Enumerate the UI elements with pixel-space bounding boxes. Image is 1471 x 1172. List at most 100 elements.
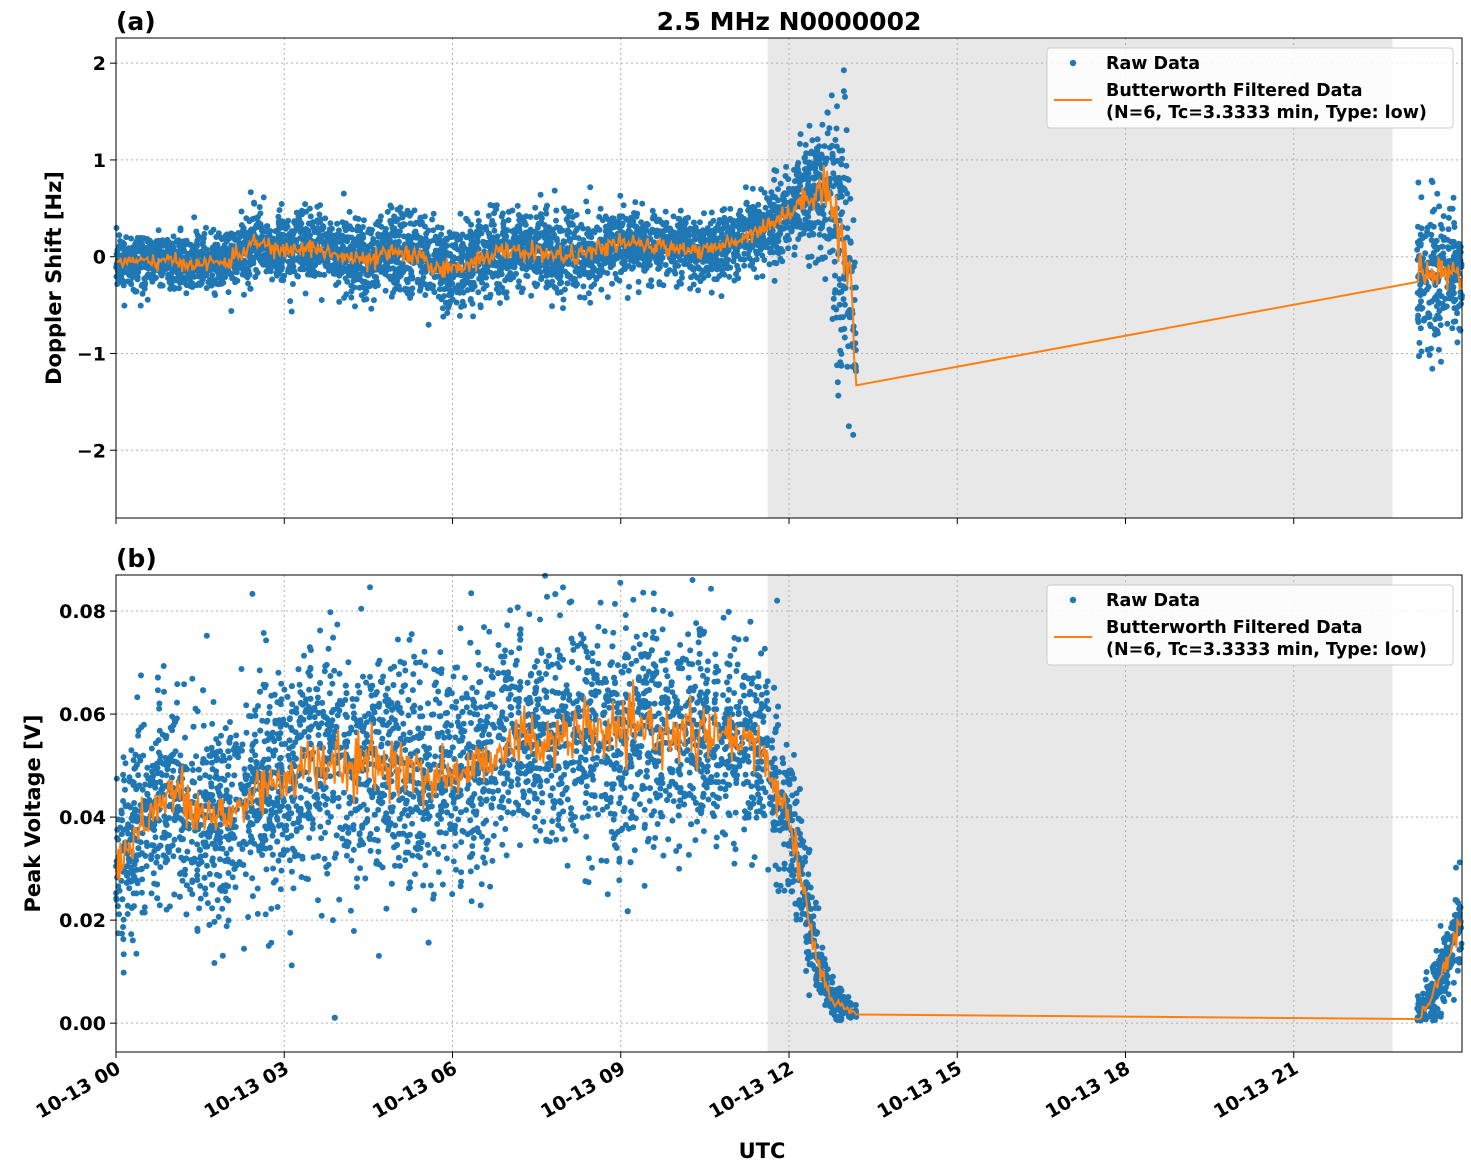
raw-data-point [707, 220, 714, 227]
raw-data-point [475, 217, 482, 224]
panel-label: (a) [116, 7, 156, 36]
raw-data-point [509, 262, 516, 269]
raw-data-point [128, 235, 135, 242]
raw-data-point [785, 224, 792, 231]
raw-data-point [734, 252, 741, 259]
raw-data-point [438, 244, 445, 251]
raw-data-point [120, 282, 127, 289]
raw-data-point [790, 218, 797, 225]
raw-data-point [759, 252, 766, 259]
raw-data-point [845, 423, 852, 430]
raw-data-point [609, 280, 616, 287]
raw-data-point [657, 231, 663, 238]
raw-data-point [834, 157, 841, 164]
raw-data-point [476, 224, 483, 231]
raw-data-point [137, 302, 144, 309]
raw-data-point [1442, 295, 1449, 302]
raw-data-point [157, 281, 164, 288]
raw-data-point [141, 285, 148, 292]
raw-data-point [721, 214, 728, 221]
raw-data-point [123, 269, 130, 276]
raw-data-point [334, 220, 341, 227]
raw-data-point [817, 244, 824, 251]
raw-data-point [826, 144, 833, 151]
raw-data-point [513, 251, 520, 258]
raw-data-point [264, 229, 271, 236]
raw-data-point [333, 282, 339, 288]
raw-data-point [537, 269, 544, 276]
y-tick-label: 0.00 [59, 1013, 106, 1035]
raw-data-point [194, 232, 201, 239]
raw-data-point [473, 233, 480, 240]
raw-data-point [352, 303, 358, 310]
raw-data-point [453, 299, 460, 306]
raw-data-point [564, 227, 571, 234]
raw-data-point [278, 261, 285, 268]
raw-data-point [495, 289, 502, 296]
raw-data-point [435, 293, 442, 300]
y-tick-label: 0.02 [59, 910, 106, 932]
raw-data-point [838, 161, 845, 168]
raw-data-point [329, 680, 336, 687]
raw-data-point [199, 273, 206, 280]
raw-data-point [811, 175, 818, 182]
legend-raw-marker [1069, 59, 1077, 67]
raw-data-point [302, 290, 309, 297]
raw-data-point [287, 298, 294, 305]
raw-data-point [516, 278, 522, 285]
raw-data-point [830, 295, 837, 302]
raw-data-point [1436, 203, 1443, 210]
raw-data-point [409, 275, 416, 282]
raw-data-point [228, 308, 235, 314]
raw-data-point [694, 274, 701, 281]
raw-data-point [1454, 310, 1461, 317]
raw-data-point [730, 217, 737, 224]
raw-data-point [354, 236, 361, 243]
raw-data-point [840, 67, 847, 74]
raw-data-point [217, 249, 224, 256]
raw-data-point [803, 221, 810, 228]
raw-data-point [263, 260, 270, 267]
raw-data-point [675, 215, 682, 222]
raw-data-point [366, 243, 373, 249]
raw-data-point [840, 296, 847, 303]
raw-data-point [762, 683, 769, 690]
raw-data-point [464, 217, 471, 224]
raw-data-point [791, 244, 798, 251]
raw-data-point [497, 300, 503, 306]
raw-data-point [273, 272, 280, 279]
raw-data-point [723, 260, 730, 267]
raw-data-point [332, 270, 338, 277]
chart-title: 2.5 MHz N0000002 [657, 7, 922, 36]
raw-data-point [612, 270, 619, 277]
raw-data-point [830, 170, 837, 177]
raw-data-point [1419, 288, 1426, 295]
raw-data-point [321, 271, 328, 278]
raw-data-point [340, 190, 347, 197]
raw-data-point [425, 321, 432, 328]
raw-data-point [753, 256, 760, 263]
raw-data-point [777, 255, 784, 262]
raw-data-point [809, 137, 816, 144]
raw-data-point [762, 204, 769, 211]
raw-data-point [715, 259, 722, 266]
raw-data-point [742, 184, 749, 191]
raw-data-point [444, 250, 451, 257]
raw-data-point [438, 231, 445, 238]
raw-data-point [128, 281, 135, 288]
raw-data-point [121, 248, 128, 255]
raw-data-point [734, 231, 741, 238]
raw-data-point [384, 261, 391, 268]
raw-data-point [233, 269, 240, 276]
raw-data-point [1444, 244, 1451, 251]
raw-data-point [806, 163, 813, 170]
raw-data-point [663, 271, 670, 277]
raw-data-point [843, 127, 850, 134]
raw-data-point [1429, 179, 1436, 186]
raw-data-point [363, 296, 370, 303]
raw-data-point [426, 283, 433, 290]
raw-data-point [133, 288, 140, 295]
raw-data-point [594, 258, 601, 265]
raw-data-point [431, 289, 438, 296]
raw-data-point [655, 216, 662, 223]
